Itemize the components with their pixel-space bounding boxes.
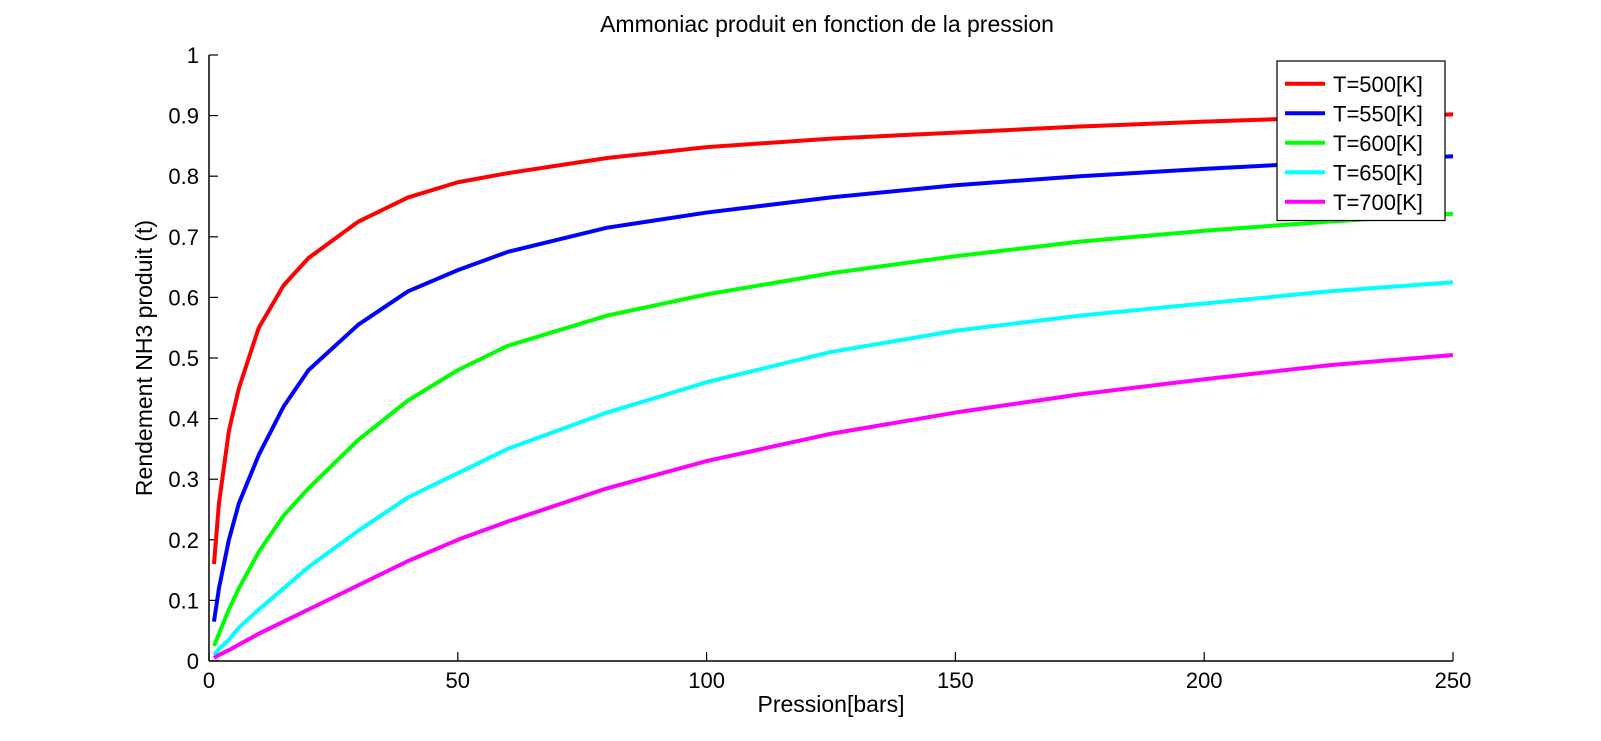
x-tick-label: 200 — [1186, 668, 1223, 693]
axis-ticks: 0 50 100 150 200 250 0 0.1 0.2 0.3 0.4 0.5 0.6 0.7 0.8… — [168, 43, 1471, 693]
series-line-2 — [212, 154, 1454, 622]
y-tick-label: 0.7 — [168, 225, 199, 250]
y-tick-label: 0 — [187, 649, 199, 674]
x-axis-title: Pression[bars] — [757, 691, 904, 717]
series-line-4 — [212, 280, 1454, 657]
y-tick-label: 0.5 — [168, 346, 199, 371]
y-tick-label: 0.8 — [168, 164, 199, 189]
x-tick-label: 250 — [1435, 668, 1472, 693]
x-tick-label: 50 — [446, 668, 470, 693]
x-tick-label: 150 — [937, 668, 974, 693]
x-tick-label: 0 — [203, 668, 215, 693]
y-tick-label: 0.6 — [168, 285, 199, 310]
legend-label-3: T=600[K] — [1333, 131, 1423, 156]
y-tick-label: 0.4 — [168, 407, 199, 432]
legend-label-2: T=550[K] — [1333, 101, 1423, 126]
series-line-1 — [211, 112, 1454, 565]
y-tick-label: 0.3 — [168, 467, 199, 492]
series-line-3 — [212, 211, 1454, 647]
y-tick-label: 0.9 — [168, 104, 199, 129]
plot-area — [209, 55, 1453, 661]
axes-layer — [208, 55, 1453, 662]
y-tick-label: 0.1 — [168, 588, 199, 613]
x-tick-label: 100 — [688, 668, 725, 693]
legend-label-1: T=500[K] — [1333, 72, 1423, 97]
series-layer — [211, 112, 1454, 660]
y-tick-label: 0.2 — [168, 528, 199, 553]
series-line-5 — [212, 352, 1454, 660]
chart-title: Ammoniac produit en fonction de la press… — [600, 11, 1054, 37]
y-axis-title: Rendement NH3 produit (t) — [131, 220, 157, 496]
legend-label-5: T=700[K] — [1333, 190, 1423, 215]
y-tick-label: 1 — [187, 43, 199, 68]
legend-label-4: T=650[K] — [1333, 160, 1423, 185]
legend: T=500[K] T=550[K] T=600[K] T=650[K] T=700[K] — [1276, 60, 1446, 222]
